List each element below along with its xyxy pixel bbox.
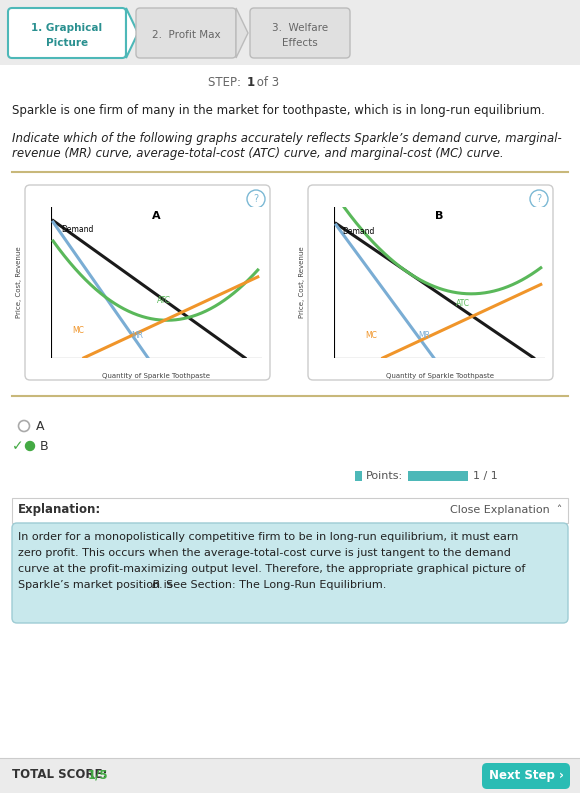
FancyBboxPatch shape bbox=[25, 185, 270, 380]
Text: B: B bbox=[152, 580, 160, 590]
Text: B: B bbox=[40, 439, 49, 453]
Text: of 3: of 3 bbox=[253, 75, 279, 89]
Polygon shape bbox=[236, 8, 248, 58]
Text: STEP:: STEP: bbox=[208, 75, 245, 89]
FancyBboxPatch shape bbox=[12, 523, 568, 623]
Text: Explanation:: Explanation: bbox=[18, 504, 102, 516]
Text: revenue (MR) curve, average-total-cost (ATC) curve, and marginal-cost (MC) curve: revenue (MR) curve, average-total-cost (… bbox=[12, 147, 503, 160]
Text: B: B bbox=[436, 211, 444, 221]
Text: Indicate which of the following graphs accurately reflects Sparkle’s demand curv: Indicate which of the following graphs a… bbox=[12, 132, 562, 145]
FancyBboxPatch shape bbox=[308, 185, 553, 380]
Text: 1 / 1: 1 / 1 bbox=[473, 471, 498, 481]
Text: Close Explanation  ˄: Close Explanation ˄ bbox=[450, 505, 562, 515]
Text: curve at the profit-maximizing output level. Therefore, the appropriate graphica: curve at the profit-maximizing output le… bbox=[18, 564, 525, 574]
Text: . See Section: The Long-Run Equilibrium.: . See Section: The Long-Run Equilibrium. bbox=[159, 580, 386, 590]
Text: MR: MR bbox=[418, 331, 430, 340]
Polygon shape bbox=[126, 8, 138, 58]
Text: MR: MR bbox=[131, 331, 143, 340]
FancyBboxPatch shape bbox=[250, 8, 350, 58]
Text: Picture: Picture bbox=[46, 38, 88, 48]
Text: A: A bbox=[152, 211, 161, 221]
FancyBboxPatch shape bbox=[136, 8, 236, 58]
Circle shape bbox=[247, 190, 265, 208]
Text: 1: 1 bbox=[247, 75, 255, 89]
Text: zero profit. This occurs when the average-total-cost curve is just tangent to th: zero profit. This occurs when the averag… bbox=[18, 548, 511, 558]
Text: ?: ? bbox=[253, 194, 259, 204]
Text: MC: MC bbox=[72, 327, 84, 335]
Text: TOTAL SCORE:: TOTAL SCORE: bbox=[12, 768, 111, 781]
Text: 2.  Profit Max: 2. Profit Max bbox=[152, 30, 220, 40]
Text: ATC: ATC bbox=[456, 299, 470, 308]
Text: Effects: Effects bbox=[282, 38, 318, 48]
Bar bbox=[12, 498, 568, 523]
Text: Demand: Demand bbox=[342, 227, 375, 236]
Text: Quantity of Sparkle Toothpaste: Quantity of Sparkle Toothpaste bbox=[386, 374, 494, 379]
FancyBboxPatch shape bbox=[8, 8, 126, 58]
Text: In order for a monopolistically competitive firm to be in long-run equilibrium, : In order for a monopolistically competit… bbox=[18, 532, 519, 542]
Text: Sparkle is one firm of many in the market for toothpaste, which is in long-run e: Sparkle is one firm of many in the marke… bbox=[12, 104, 545, 117]
Circle shape bbox=[26, 442, 34, 450]
Text: ATC: ATC bbox=[157, 296, 171, 305]
Bar bbox=[355, 471, 362, 481]
Text: Quantity of Sparkle Toothpaste: Quantity of Sparkle Toothpaste bbox=[103, 374, 211, 379]
Circle shape bbox=[19, 420, 30, 431]
Bar bbox=[0, 0, 580, 65]
Text: Sparkle’s market position is: Sparkle’s market position is bbox=[18, 580, 176, 590]
Text: 1. Graphical: 1. Graphical bbox=[31, 23, 103, 33]
Text: Price, Cost, Revenue: Price, Cost, Revenue bbox=[16, 247, 23, 318]
Bar bbox=[408, 471, 468, 481]
Text: ✓: ✓ bbox=[12, 439, 24, 453]
Text: Price, Cost, Revenue: Price, Cost, Revenue bbox=[299, 247, 305, 318]
FancyBboxPatch shape bbox=[482, 763, 570, 789]
Bar bbox=[12, 498, 568, 523]
Text: Demand: Demand bbox=[61, 225, 94, 234]
Text: A: A bbox=[36, 419, 45, 432]
Text: Next Step ›: Next Step › bbox=[488, 769, 563, 783]
Text: 1/5: 1/5 bbox=[88, 768, 108, 781]
Bar bbox=[0, 758, 580, 793]
Text: Points:: Points: bbox=[366, 471, 403, 481]
Circle shape bbox=[530, 190, 548, 208]
Text: 3.  Welfare: 3. Welfare bbox=[272, 23, 328, 33]
Text: ?: ? bbox=[536, 194, 542, 204]
Text: MC: MC bbox=[365, 331, 378, 340]
